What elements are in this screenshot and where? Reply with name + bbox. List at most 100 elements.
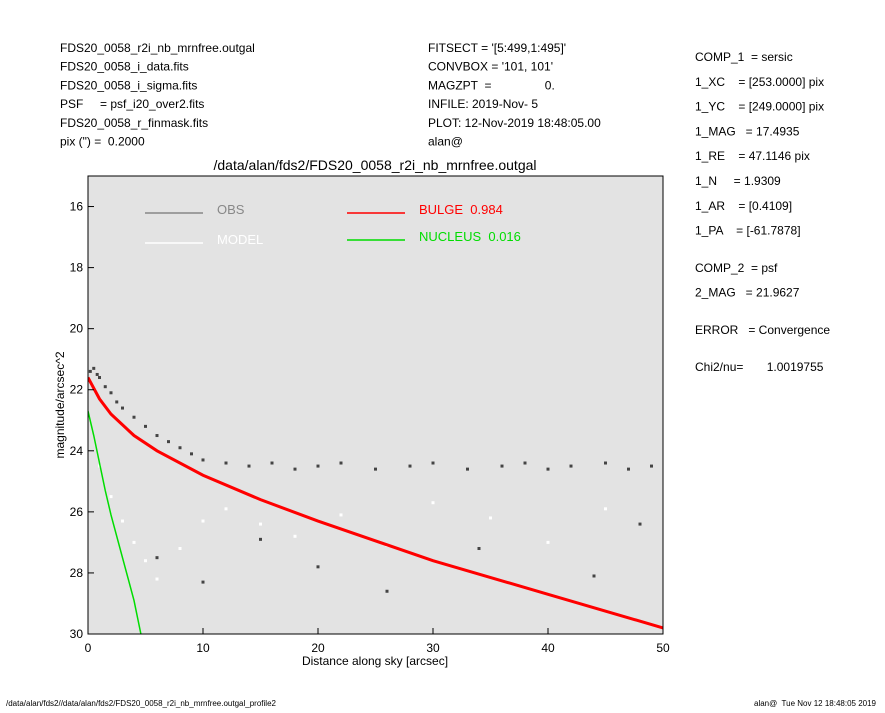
- fit-parameter: 1_MAG = 17.4935: [695, 124, 800, 138]
- fit-parameter: COMP_2 = psf: [695, 261, 778, 275]
- data-point: [155, 434, 159, 438]
- data-point: [431, 501, 435, 505]
- header-left-line: PSF = psf_i20_over2.fits: [60, 97, 204, 111]
- data-point: [259, 522, 262, 526]
- data-point: [178, 446, 182, 450]
- data-point: [316, 464, 320, 468]
- x-axis-label: Distance along sky [arcsec]: [302, 654, 448, 668]
- chart-title: /data/alan/fds2/FDS20_0058_r2i_nb_mrnfre…: [214, 157, 537, 173]
- data-point: [385, 589, 389, 593]
- header-left-line: FDS20_0058_r2i_nb_mrnfree.outgal: [60, 41, 255, 55]
- x-tick-label: 30: [426, 641, 440, 655]
- data-point: [546, 540, 550, 544]
- y-tick-label: 22: [70, 383, 84, 397]
- y-tick-label: 24: [70, 444, 84, 458]
- data-point: [92, 366, 96, 370]
- data-point: [259, 537, 262, 541]
- fit-parameter: 1_AR = [0.4109]: [695, 199, 792, 213]
- header-left-line: FDS20_0058_r_finmask.fits: [60, 116, 208, 130]
- y-axis-label: magnitude/arcsec^2: [53, 351, 67, 458]
- header-middle-line: PLOT: 12-Nov-2019 18:48:05.00: [428, 116, 601, 130]
- y-tick-label: 16: [70, 200, 84, 214]
- data-point: [247, 464, 251, 468]
- footer-right: alan@ Tue Nov 12 18:48:05 2019: [754, 699, 877, 708]
- fit-parameter: 1_PA = [-61.7878]: [695, 224, 801, 238]
- data-point: [592, 574, 596, 578]
- data-point: [638, 522, 642, 526]
- data-point: [178, 547, 182, 551]
- data-point: [132, 540, 136, 544]
- fit-parameter: ERROR = Convergence: [695, 323, 830, 337]
- data-point: [339, 461, 343, 465]
- header-middle-line: INFILE: 2019-Nov- 5: [428, 97, 538, 111]
- data-point: [155, 556, 159, 560]
- header-left-line: pix (") = 0.2000: [60, 135, 145, 149]
- data-point: [270, 461, 274, 465]
- data-point: [224, 507, 228, 511]
- header-left-line: FDS20_0058_i_sigma.fits: [60, 78, 197, 92]
- fit-parameter: 2_MAG = 21.9627: [695, 286, 800, 300]
- data-point: [115, 400, 119, 404]
- data-point: [224, 461, 228, 465]
- data-point: [604, 461, 607, 465]
- data-point: [604, 507, 607, 511]
- fit-parameter: COMP_1 = sersic: [695, 50, 793, 64]
- fit-parameter: 1_RE = 47.1146 pix: [695, 149, 810, 163]
- data-point: [121, 519, 124, 523]
- x-tick-label: 40: [541, 641, 555, 655]
- y-tick-label: 28: [70, 566, 84, 580]
- data-point: [500, 464, 504, 468]
- data-point: [155, 577, 159, 581]
- fit-parameter: 1_YC = [249.0000] pix: [695, 100, 824, 114]
- data-point: [88, 369, 92, 373]
- data-point: [144, 559, 147, 563]
- data-point: [546, 467, 550, 471]
- data-point: [201, 580, 205, 584]
- data-point: [109, 495, 113, 499]
- data-point: [650, 464, 653, 468]
- y-tick-label: 26: [70, 505, 84, 519]
- data-point: [489, 516, 492, 520]
- data-point: [109, 391, 113, 395]
- header-middle-line: CONVBOX = '101, 101': [428, 60, 553, 74]
- y-tick-label: 30: [70, 627, 84, 641]
- x-tick-label: 20: [311, 641, 325, 655]
- data-point: [95, 372, 99, 376]
- footer-left: /data/alan/fds2//data/alan/fds2/FDS20_00…: [6, 699, 277, 708]
- x-tick-label: 10: [196, 641, 210, 655]
- data-point: [477, 547, 481, 551]
- plot-area: [88, 366, 663, 634]
- data-point: [190, 452, 193, 456]
- header-left-line: FDS20_0058_i_data.fits: [60, 60, 189, 74]
- data-point: [569, 464, 573, 468]
- model-curve: [88, 376, 663, 630]
- legend-label: BULGE 0.984: [419, 202, 503, 217]
- data-point: [316, 565, 320, 569]
- data-point: [339, 513, 343, 517]
- y-tick-label: 18: [70, 261, 84, 275]
- data-point: [431, 461, 435, 465]
- data-point: [523, 461, 527, 465]
- plot-frame: [87, 175, 664, 635]
- legend-label: OBS: [217, 202, 245, 217]
- data-point: [167, 440, 170, 444]
- data-point: [98, 376, 101, 380]
- data-point: [466, 467, 469, 471]
- header-middle-line: MAGZPT = 0.: [428, 78, 555, 92]
- data-point: [408, 464, 412, 468]
- legend-label: MODEL: [217, 232, 263, 247]
- data-point: [132, 415, 136, 419]
- legend-label: NUCLEUS 0.016: [419, 229, 521, 244]
- data-point: [293, 467, 297, 471]
- fit-parameter: Chi2/nu= 1.0019755: [695, 360, 824, 374]
- header-middle-line: alan@: [428, 135, 463, 149]
- data-point: [201, 519, 205, 523]
- model-curve: [88, 410, 142, 634]
- data-point: [144, 424, 147, 428]
- data-point: [374, 467, 377, 471]
- data-point: [293, 534, 297, 538]
- header-middle-line: FITSECT = '[5:499,1:495]': [428, 41, 566, 55]
- y-tick-label: 20: [70, 322, 84, 336]
